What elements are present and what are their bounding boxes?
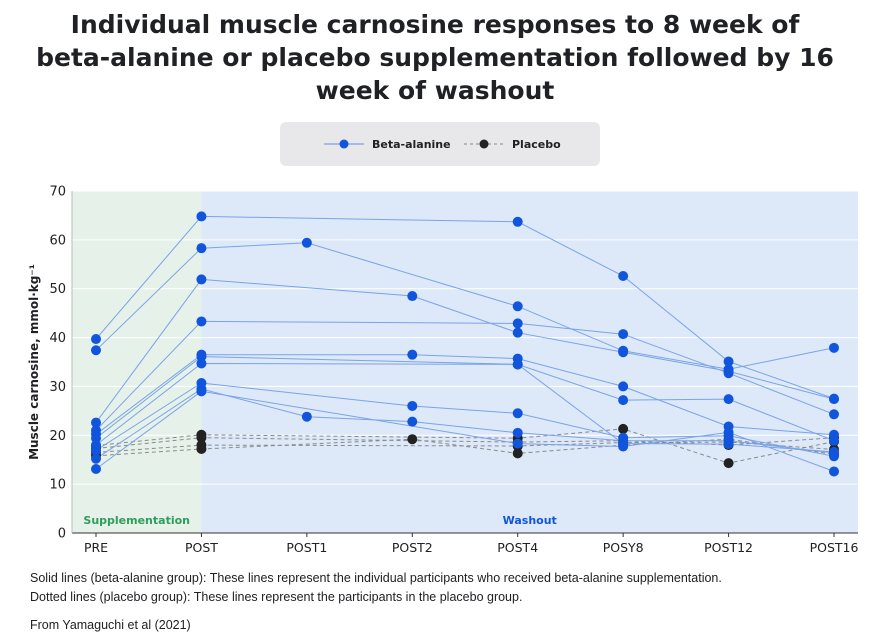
y-tick-label: 20 (49, 429, 66, 444)
beta-alanine-point (829, 394, 839, 405)
legend-label-placebo: Placebo (512, 137, 561, 151)
beta-alanine-point (407, 400, 418, 411)
y-tick-label: 10 (49, 478, 66, 493)
beta-alanine-point (512, 216, 523, 227)
beta-alanine-point (196, 316, 207, 327)
beta-alanine-point (407, 291, 418, 302)
beta-alanine-point (618, 271, 629, 282)
beta-alanine-line-1 (95, 215, 835, 400)
y-tick-label: 50 (49, 282, 66, 297)
x-tick-label: POST (185, 540, 218, 555)
y-axis-title: Muscle carnosine, mmol·kg⁻¹ (27, 264, 41, 460)
beta-alanine-point (512, 427, 523, 438)
beta-alanine-point (829, 342, 839, 353)
beta-alanine-point (196, 243, 207, 254)
beta-alanine-point (91, 433, 101, 444)
beta-alanine-point (407, 416, 418, 427)
beta-alanine-point (512, 438, 523, 449)
beta-alanine-point (618, 441, 629, 452)
legend-label-beta-alanine: Beta-alanine (372, 137, 451, 151)
beta-alanine-point (91, 334, 101, 345)
legend: Beta-alanine Placebo (280, 122, 600, 166)
beta-alanine-point (618, 347, 629, 358)
beta-alanine-line-10 (95, 390, 835, 472)
beta-alanine-point (723, 356, 734, 367)
y-tick-label: 30 (49, 380, 66, 395)
x-tick-label: POST1 (286, 540, 327, 555)
beta-alanine-point (196, 351, 207, 362)
y-tick-label: 0 (58, 527, 66, 542)
placebo-point (407, 434, 418, 445)
x-tick-label: PRE (84, 540, 108, 555)
x-tick-label: POSY8 (603, 540, 644, 555)
placebo-point (618, 423, 629, 434)
beta-alanine-point (723, 435, 734, 446)
beta-alanine-point (829, 409, 839, 420)
beta-alanine-point (91, 445, 101, 456)
beta-alanine-point (91, 463, 101, 474)
beta-alanine-point (91, 417, 101, 428)
beta-alanine-point (196, 386, 207, 397)
beta-alanine-point (723, 427, 734, 438)
beta-alanine-point (91, 453, 101, 464)
beta-alanine-point (618, 329, 629, 340)
beta-alanine-line-9 (95, 388, 835, 460)
beta-alanine-point (512, 318, 523, 329)
beta-alanine-line-6 (95, 356, 835, 442)
beta-alanine-point (723, 394, 734, 405)
axes: 0 10 20 30 40 50 60 70 PRE POST POST1 POST2 POST4 POS… (27, 185, 858, 556)
legend-item-placebo: Placebo (464, 122, 561, 166)
beta-alanine-point (512, 359, 523, 370)
legend-beta-marker-icon (324, 139, 364, 149)
placebo-point (723, 458, 734, 469)
x-tick-label: POST16 (810, 540, 859, 555)
y-tick-label: 70 (49, 185, 66, 200)
beta-alanine-point (301, 411, 312, 422)
beta-alanine-point (618, 381, 629, 392)
placebo-point (196, 443, 207, 454)
beta-alanine-point (512, 327, 523, 338)
beta-alanine-point (512, 301, 523, 312)
placebo-point (196, 432, 207, 443)
beta-alanine-point (829, 435, 839, 446)
x-tick-label: POST2 (392, 540, 433, 555)
series-points (91, 211, 839, 477)
beta-alanine-point (407, 349, 418, 360)
beta-alanine-line-7 (95, 362, 835, 453)
beta-alanine-point (512, 408, 523, 419)
background-regions: Supplementation Washout (72, 191, 858, 533)
washout-label: Washout (503, 514, 557, 527)
beta-alanine-point (91, 345, 101, 356)
note-dotted-lines: Dotted lines (placebo group): These line… (30, 590, 523, 604)
beta-alanine-point (829, 466, 839, 477)
beta-alanine-line-4 (95, 320, 835, 431)
source-citation: From Yamaguchi et al (2021) (30, 618, 191, 632)
chart-title: Individual muscle carnosine responses to… (36, 10, 834, 105)
beta-alanine-point (196, 211, 207, 222)
beta-alanine-point (301, 237, 312, 248)
beta-alanine-point (196, 358, 207, 369)
y-tick-label: 60 (49, 233, 66, 248)
legend-placebo-marker-icon (464, 139, 504, 149)
supplementation-region (72, 191, 202, 533)
x-tick-label: POST4 (497, 540, 538, 555)
legend-item-beta-alanine: Beta-alanine (324, 122, 451, 166)
note-solid-lines: Solid lines (beta-alanine group): These … (30, 571, 722, 585)
x-tick-label: POST12 (704, 540, 753, 555)
beta-alanine-point (196, 274, 207, 285)
placebo-point (512, 448, 523, 459)
beta-alanine-point (618, 395, 629, 406)
supplementation-label: Supplementation (83, 514, 190, 527)
beta-alanine-point (829, 447, 839, 458)
y-tick-label: 40 (49, 331, 66, 346)
beta-alanine-point (723, 368, 734, 379)
